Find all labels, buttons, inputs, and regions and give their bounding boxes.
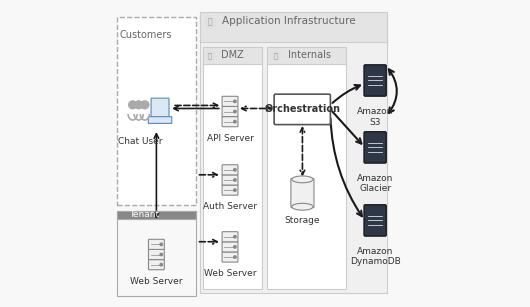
FancyBboxPatch shape bbox=[200, 12, 387, 42]
Circle shape bbox=[234, 120, 236, 123]
FancyBboxPatch shape bbox=[222, 185, 238, 195]
FancyBboxPatch shape bbox=[222, 175, 238, 185]
FancyBboxPatch shape bbox=[148, 117, 172, 123]
Circle shape bbox=[234, 189, 236, 191]
FancyBboxPatch shape bbox=[222, 252, 238, 262]
Text: Application Infrastructure: Application Infrastructure bbox=[223, 16, 356, 26]
Text: Amazon
DynamoDB: Amazon DynamoDB bbox=[350, 247, 401, 266]
Text: Auth Server: Auth Server bbox=[203, 202, 257, 211]
Circle shape bbox=[141, 101, 149, 109]
Text: Storage: Storage bbox=[285, 216, 320, 225]
Circle shape bbox=[205, 51, 215, 60]
Circle shape bbox=[160, 263, 163, 266]
Circle shape bbox=[234, 256, 236, 258]
FancyBboxPatch shape bbox=[202, 47, 262, 289]
FancyBboxPatch shape bbox=[222, 232, 238, 242]
FancyBboxPatch shape bbox=[364, 65, 386, 96]
Circle shape bbox=[234, 179, 236, 181]
FancyBboxPatch shape bbox=[364, 205, 386, 236]
Text: Orchestration: Orchestration bbox=[264, 104, 340, 115]
Text: 🔒: 🔒 bbox=[273, 52, 278, 59]
Text: Chat User: Chat User bbox=[118, 137, 163, 146]
FancyBboxPatch shape bbox=[222, 165, 238, 175]
FancyBboxPatch shape bbox=[267, 47, 346, 289]
Ellipse shape bbox=[292, 203, 313, 210]
Text: Tenant: Tenant bbox=[129, 210, 159, 219]
Text: Amazon
Glacier: Amazon Glacier bbox=[357, 174, 393, 193]
FancyBboxPatch shape bbox=[151, 98, 169, 118]
Circle shape bbox=[234, 100, 236, 103]
Circle shape bbox=[160, 253, 163, 256]
Text: Customers: Customers bbox=[120, 30, 172, 40]
Text: Internals: Internals bbox=[288, 50, 331, 60]
Circle shape bbox=[234, 110, 236, 113]
FancyBboxPatch shape bbox=[222, 242, 238, 252]
FancyBboxPatch shape bbox=[222, 107, 238, 117]
FancyBboxPatch shape bbox=[148, 249, 164, 260]
FancyBboxPatch shape bbox=[200, 14, 387, 293]
Text: API Server: API Server bbox=[207, 134, 253, 143]
Circle shape bbox=[205, 17, 216, 28]
Text: Web Server: Web Server bbox=[204, 269, 257, 278]
FancyBboxPatch shape bbox=[117, 17, 196, 205]
FancyBboxPatch shape bbox=[148, 260, 164, 270]
FancyBboxPatch shape bbox=[117, 211, 196, 297]
Circle shape bbox=[234, 235, 236, 238]
Ellipse shape bbox=[292, 176, 313, 183]
Text: 🔒: 🔒 bbox=[208, 17, 213, 27]
FancyBboxPatch shape bbox=[222, 96, 238, 107]
FancyBboxPatch shape bbox=[117, 211, 196, 219]
FancyBboxPatch shape bbox=[274, 94, 330, 125]
Text: Amazon
S3: Amazon S3 bbox=[357, 107, 393, 126]
Circle shape bbox=[234, 246, 236, 248]
Text: 🔒: 🔒 bbox=[208, 52, 213, 59]
Circle shape bbox=[135, 101, 143, 109]
Circle shape bbox=[160, 243, 163, 246]
Circle shape bbox=[234, 169, 236, 171]
FancyBboxPatch shape bbox=[118, 212, 125, 217]
FancyBboxPatch shape bbox=[267, 47, 346, 64]
Text: DMZ: DMZ bbox=[221, 50, 244, 60]
Circle shape bbox=[129, 101, 137, 109]
FancyBboxPatch shape bbox=[202, 47, 262, 64]
FancyBboxPatch shape bbox=[364, 132, 386, 163]
Text: Web Server: Web Server bbox=[130, 277, 183, 286]
FancyBboxPatch shape bbox=[222, 117, 238, 127]
Circle shape bbox=[271, 51, 280, 60]
FancyBboxPatch shape bbox=[291, 178, 314, 208]
FancyBboxPatch shape bbox=[148, 239, 164, 249]
